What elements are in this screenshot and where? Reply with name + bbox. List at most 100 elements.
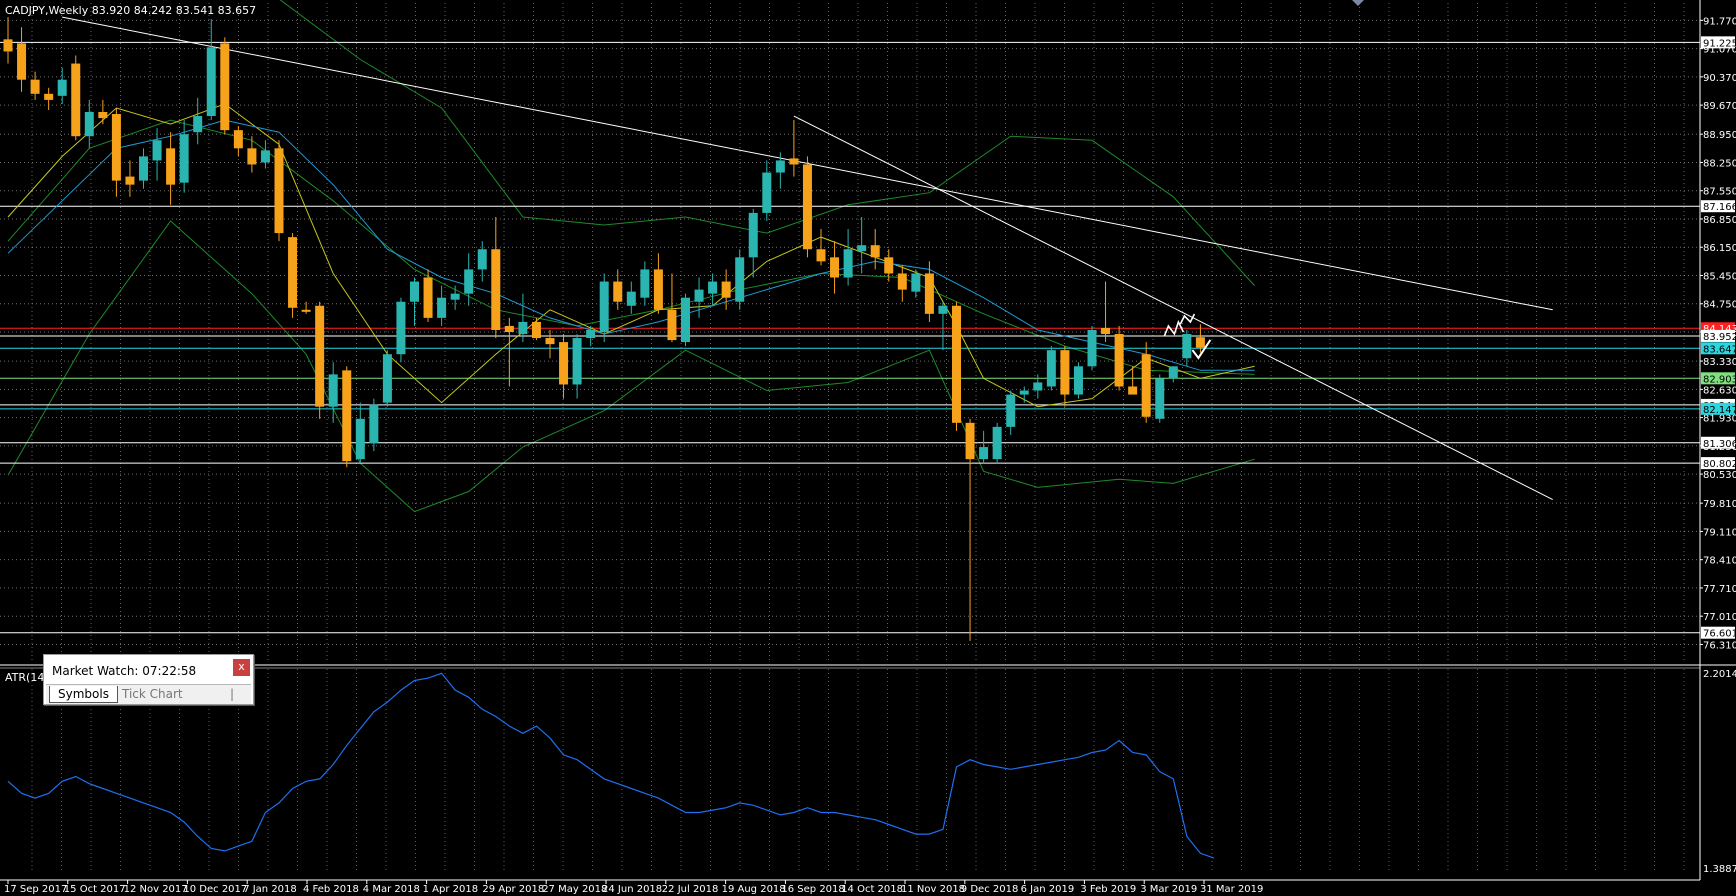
candle-body [979, 447, 989, 460]
candle-body [396, 301, 406, 355]
time-tick-label: 22 Jul 2018 [662, 884, 719, 895]
candle-body [775, 160, 785, 173]
price-tick-label: 90.370 [1703, 73, 1736, 84]
price-level-tag [1701, 36, 1735, 49]
candle-body [531, 321, 541, 339]
candle-body [1033, 382, 1043, 391]
candle-body [477, 249, 487, 270]
candle-body [1168, 366, 1178, 379]
candle-body [911, 273, 921, 292]
candle-body [667, 309, 677, 341]
candle-body [139, 156, 148, 181]
price-tick-label: 82.630 [1703, 385, 1736, 396]
price-tick-label: 79.110 [1703, 527, 1736, 538]
trendline[interactable] [793, 115, 1553, 500]
bollinger-middle [7, 119, 1255, 375]
candle-body [57, 79, 67, 96]
candle-body [830, 257, 840, 278]
candle-body [1195, 337, 1205, 348]
candle-body [518, 321, 528, 335]
price-tick-label: 76.310 [1703, 640, 1736, 651]
candle-body [952, 305, 961, 423]
candle-body [843, 249, 853, 278]
atr-indicator-pane: 2.2014 1.3887 [0, 664, 1736, 875]
tab-tick-chart[interactable]: Tick Chart [122, 687, 183, 701]
candle-body [762, 172, 772, 213]
price-level-tag [1701, 342, 1735, 355]
candle-body [301, 309, 311, 312]
price-level-tag [1701, 372, 1735, 385]
candle-body [423, 277, 433, 318]
atr-scale-bottom: 1.3887 [1703, 864, 1736, 875]
candle-body [98, 111, 108, 119]
candle-body [1019, 390, 1029, 395]
candle-body [125, 176, 135, 185]
price-level-label: 83.647 [1703, 344, 1736, 355]
candle-body [708, 281, 718, 294]
time-tick-label: 10 Dec 2017 [183, 884, 247, 895]
candle-body [288, 237, 298, 308]
candle-body [450, 293, 460, 300]
candle-body [735, 257, 745, 302]
time-tick-label: 19 Aug 2018 [722, 884, 786, 895]
price-tick-label: 83.330 [1703, 357, 1736, 368]
price-level-tag [1701, 402, 1735, 415]
candle-body [328, 374, 338, 407]
candle-body [1155, 378, 1165, 419]
price-tick-label: 81.930 [1703, 414, 1736, 425]
tab-symbols[interactable]: Symbols [49, 686, 118, 703]
candle-body [640, 269, 650, 298]
candle-body [694, 289, 704, 302]
horizontal-levels[interactable] [0, 41, 1700, 634]
candle-body [802, 164, 812, 250]
candle-body [491, 249, 501, 330]
candle-body [152, 140, 162, 161]
time-tick-label: 31 Mar 2019 [1200, 884, 1263, 895]
candle-body [857, 245, 867, 252]
close-icon[interactable]: x [233, 659, 250, 676]
market-watch-panel[interactable]: Market Watch: 07:22:58 x Symbols Tick Ch… [43, 654, 254, 705]
price-level-label: 81.306 [1703, 439, 1736, 450]
price-tick-label: 88.950 [1703, 130, 1736, 141]
tab-separator: | [230, 687, 235, 701]
price-tick-label: 77.010 [1703, 612, 1736, 623]
candle-body [1060, 350, 1070, 395]
candle-body [653, 269, 663, 310]
candle-body [315, 305, 325, 407]
candle-body [1182, 334, 1192, 359]
candle-body [613, 281, 623, 302]
candle-body [924, 273, 934, 314]
ema-line [7, 119, 1255, 371]
candle-body [382, 354, 392, 403]
market-watch-title: Market Watch: 07:22:58 [52, 664, 197, 678]
time-tick-label: 17 Sep 2017 [4, 884, 67, 895]
candle-body [342, 370, 352, 462]
price-level-label: 84.143 [1703, 324, 1736, 335]
candle-body [410, 281, 419, 302]
checkmark-icon [1191, 339, 1212, 360]
price-level-label: 91.225 [1703, 38, 1736, 49]
price-tick-label: 78.410 [1703, 556, 1736, 567]
candle-body [1101, 327, 1111, 335]
candle-body [1114, 334, 1124, 387]
price-tick-label: 89.670 [1703, 101, 1736, 112]
candle-body [233, 130, 243, 149]
price-level-label: 80.802 [1703, 459, 1736, 470]
price-tick-label: 80.530 [1703, 470, 1736, 481]
price-tick-label: 86.150 [1703, 243, 1736, 254]
candle-body [626, 291, 636, 306]
bollinger-lower [7, 220, 1255, 513]
price-level-label: 82.147 [1703, 405, 1736, 416]
price-tick-label: 77.710 [1703, 584, 1736, 595]
candlestick-series [3, 17, 1205, 641]
time-tick-label: 15 Oct 2017 [64, 884, 126, 895]
price-tick-label: 85.450 [1703, 271, 1736, 282]
candle-body [44, 93, 54, 100]
candle-body [545, 338, 555, 345]
price-tick-label: 79.810 [1703, 499, 1736, 510]
candle-body [789, 158, 799, 165]
price-level-label: 76.601 [1703, 629, 1736, 640]
candle-body [1128, 386, 1138, 395]
